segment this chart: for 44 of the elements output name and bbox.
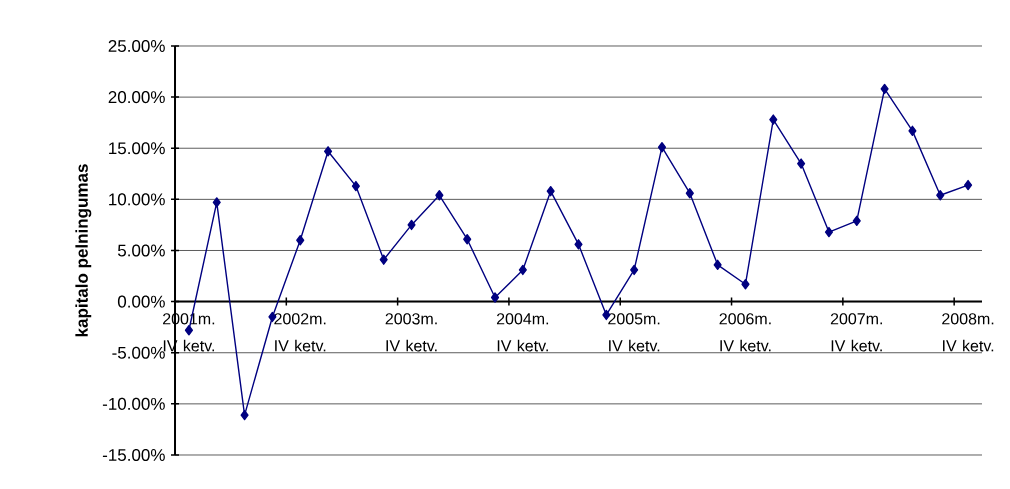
point <box>490 292 500 303</box>
point <box>769 114 778 125</box>
point <box>212 197 221 208</box>
y-tick-label: 20.00% <box>108 91 165 104</box>
x-tick-label: 2002m. IV ketv. <box>274 313 326 352</box>
y-tick-label: 15.00% <box>109 142 165 155</box>
y-tick-label: -15.00% <box>102 448 165 462</box>
point <box>546 185 555 197</box>
point <box>852 215 861 227</box>
y-tick-label: -10.00% <box>102 397 165 410</box>
point <box>741 279 750 290</box>
point <box>407 219 416 231</box>
point <box>685 188 694 199</box>
point <box>240 409 249 421</box>
point <box>936 190 945 201</box>
x-tick-label: 2004m. IV ketv. <box>496 313 549 352</box>
x-tick-label: 2005m. IV ketv. <box>608 313 660 352</box>
point <box>379 254 388 265</box>
point <box>518 264 527 276</box>
point <box>713 259 722 270</box>
x-tick-label: 2008m. IV ketv. <box>942 313 994 352</box>
x-tick-label: 2006m. IV ketv. <box>719 313 771 352</box>
point <box>323 146 333 157</box>
point <box>435 190 444 201</box>
x-tick-label: 2003m. IV ketv. <box>385 313 437 352</box>
point <box>880 83 889 95</box>
point <box>296 235 305 246</box>
y-tick-label: 5.00% <box>117 244 165 257</box>
x-tick-label: 2007m. IV ketv. <box>830 313 882 352</box>
point <box>351 180 360 192</box>
point <box>184 325 193 336</box>
y-tick-label: 10.00% <box>109 193 165 206</box>
y-axis-title: kapitalo pelningumas <box>75 164 92 337</box>
point <box>463 234 472 245</box>
point <box>797 158 806 169</box>
point <box>908 125 917 137</box>
point <box>964 179 973 191</box>
y-tick-label: -5.00% <box>112 346 165 359</box>
point <box>657 142 667 153</box>
y-tick-label: 0.00% <box>117 295 165 308</box>
point <box>574 239 583 250</box>
y-tick-label: 25.00% <box>108 39 165 53</box>
point <box>824 226 834 238</box>
point <box>630 264 639 276</box>
